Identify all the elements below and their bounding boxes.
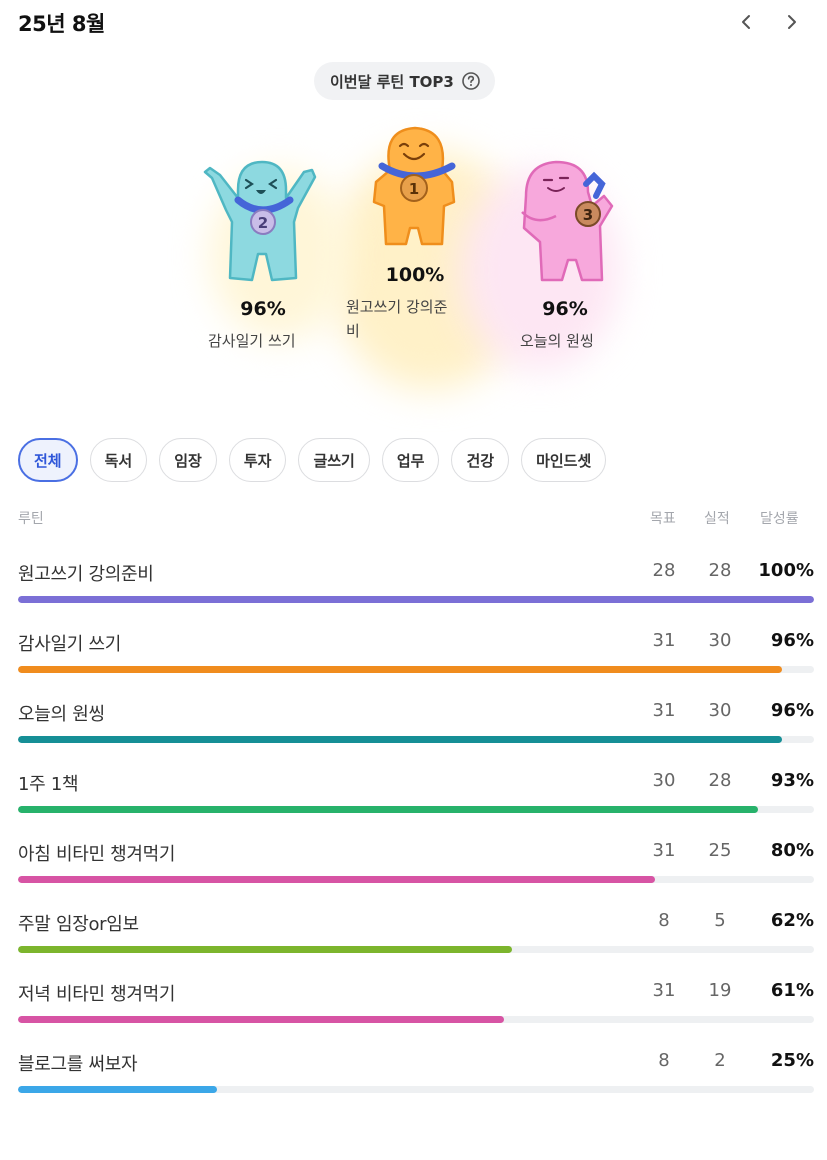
svg-text:2: 2 bbox=[258, 214, 268, 232]
page-title: 25년 8월 bbox=[18, 12, 105, 36]
tab-investment[interactable]: 투자 bbox=[228, 438, 287, 482]
progress-bar-fill bbox=[18, 876, 655, 883]
progress-bar-fill bbox=[18, 946, 512, 953]
routine-actual: 5 bbox=[714, 910, 726, 931]
routine-actual: 28 bbox=[708, 770, 732, 791]
progress-bar-fill bbox=[18, 806, 759, 813]
routine-rate: 80% bbox=[770, 840, 814, 861]
progress-bar-track bbox=[18, 1086, 814, 1093]
routine-actual: 25 bbox=[708, 840, 732, 861]
column-header-target: 목표 bbox=[650, 511, 676, 527]
table-row[interactable]: 저녁 비타민 챙겨먹기 31 19 61% bbox=[18, 980, 814, 1050]
tab-reading[interactable]: 독서 bbox=[89, 438, 148, 482]
routine-rate: 93% bbox=[770, 770, 814, 791]
svg-text:3: 3 bbox=[583, 206, 593, 224]
rank-3-percent: 96% bbox=[542, 298, 588, 320]
routine-target: 31 bbox=[652, 840, 676, 861]
chevron-left-icon bbox=[742, 15, 750, 29]
next-month-button[interactable] bbox=[778, 8, 806, 36]
rank-1-name: 원고쓰기 강의준 비 bbox=[346, 295, 486, 343]
top3-label: 이번달 루틴 TOP3 bbox=[330, 72, 454, 91]
table-row[interactable]: 감사일기 쓰기 31 30 96% bbox=[18, 630, 814, 700]
rank-1-name-line1: 원고쓰기 강의준 bbox=[346, 298, 448, 316]
routine-rate: 96% bbox=[770, 630, 814, 651]
rank-2-character: 2 bbox=[203, 160, 317, 282]
routine-target: 8 bbox=[658, 1050, 670, 1071]
routine-target: 31 bbox=[652, 700, 676, 721]
column-header-actual: 실적 bbox=[704, 511, 730, 527]
routine-rate: 100% bbox=[758, 560, 814, 581]
progress-bar-fill bbox=[18, 1016, 504, 1023]
rank-2-name: 감사일기 쓰기 bbox=[208, 332, 296, 350]
routine-actual: 2 bbox=[714, 1050, 726, 1071]
rank-1-character: 1 bbox=[372, 126, 456, 246]
tab-health[interactable]: 건강 bbox=[451, 438, 510, 482]
progress-bar-fill bbox=[18, 736, 783, 743]
rank-3-character: 3 bbox=[521, 160, 614, 282]
tab-property-visit[interactable]: 임장 bbox=[159, 438, 217, 482]
tab-writing[interactable]: 글쓰기 bbox=[298, 438, 370, 482]
rank-2-percent: 96% bbox=[240, 298, 286, 320]
progress-bar-fill bbox=[18, 596, 814, 603]
prev-month-button[interactable] bbox=[732, 8, 760, 36]
routine-rate: 96% bbox=[770, 700, 814, 721]
routine-rate: 62% bbox=[770, 910, 814, 931]
progress-bar-track bbox=[18, 736, 814, 743]
column-header-rate: 달성률 bbox=[760, 511, 799, 527]
chevron-right-icon bbox=[788, 15, 796, 29]
medal-bronze bbox=[575, 201, 601, 227]
progress-bar-fill bbox=[18, 666, 783, 673]
routine-actual: 19 bbox=[708, 980, 732, 1001]
routine-actual: 30 bbox=[708, 630, 732, 651]
progress-bar-track bbox=[18, 666, 814, 673]
routine-target: 31 bbox=[652, 980, 676, 1001]
progress-bar-track bbox=[18, 1016, 814, 1023]
table-row[interactable]: 원고쓰기 강의준비 28 28 100% bbox=[18, 560, 814, 630]
progress-bar-track bbox=[18, 806, 814, 813]
routine-name: 블로그를 써보자 bbox=[18, 1054, 138, 1075]
progress-bar-track bbox=[18, 946, 814, 953]
routine-name: 저녁 비타민 챙겨먹기 bbox=[18, 984, 176, 1005]
help-icon[interactable] bbox=[461, 71, 481, 91]
routine-actual: 30 bbox=[708, 700, 732, 721]
category-tabs: 전체 독서 임장 투자 글쓰기 업무 건강 마인드셋 bbox=[18, 438, 607, 484]
progress-bar-fill bbox=[18, 1086, 217, 1093]
routine-target: 8 bbox=[658, 910, 670, 931]
rank-3-name: 오늘의 원씽 bbox=[520, 332, 594, 350]
medal-silver bbox=[250, 209, 276, 235]
table-row[interactable]: 주말 임장or임보 8 5 62% bbox=[18, 910, 814, 980]
table-row[interactable]: 블로그를 써보자 8 2 25% bbox=[18, 1050, 814, 1120]
routine-name: 원고쓰기 강의준비 bbox=[18, 564, 154, 585]
tab-work[interactable]: 업무 bbox=[381, 438, 440, 482]
column-header-routine: 루틴 bbox=[18, 511, 44, 527]
medal-gold bbox=[400, 174, 428, 202]
svg-text:1: 1 bbox=[409, 180, 419, 198]
top3-label-pill[interactable]: 이번달 루틴 TOP3 bbox=[314, 62, 495, 100]
routine-name: 1주 1책 bbox=[18, 774, 79, 795]
progress-bar-track bbox=[18, 596, 814, 603]
routine-name: 오늘의 원씽 bbox=[18, 704, 105, 725]
table-row[interactable]: 아침 비타민 챙겨먹기 31 25 80% bbox=[18, 840, 814, 910]
routine-actual: 28 bbox=[708, 560, 732, 581]
routine-name: 주말 임장or임보 bbox=[18, 914, 139, 935]
routine-target: 28 bbox=[652, 560, 676, 581]
top3-podium: 2 1 3 96% 감사일기 쓰기 100% 원고쓰기 강의준 비 96% 오늘… bbox=[180, 110, 650, 400]
rank-1-percent: 100% bbox=[385, 264, 445, 286]
progress-bar-track bbox=[18, 876, 814, 883]
table-row[interactable]: 1주 1책 30 28 93% bbox=[18, 770, 814, 840]
routine-name: 아침 비타민 챙겨먹기 bbox=[18, 844, 176, 865]
table-row[interactable]: 오늘의 원씽 31 30 96% bbox=[18, 700, 814, 770]
tab-mindset[interactable]: 마인드셋 bbox=[521, 438, 607, 482]
routine-rate: 25% bbox=[770, 1050, 814, 1071]
routine-rate: 61% bbox=[770, 980, 814, 1001]
header: 25년 8월 bbox=[0, 0, 827, 48]
routine-name: 감사일기 쓰기 bbox=[18, 634, 121, 655]
tab-all[interactable]: 전체 bbox=[18, 438, 78, 482]
routine-target: 31 bbox=[652, 630, 676, 651]
routine-target: 30 bbox=[652, 770, 676, 791]
rank-1-name-line2: 비 bbox=[346, 322, 360, 340]
